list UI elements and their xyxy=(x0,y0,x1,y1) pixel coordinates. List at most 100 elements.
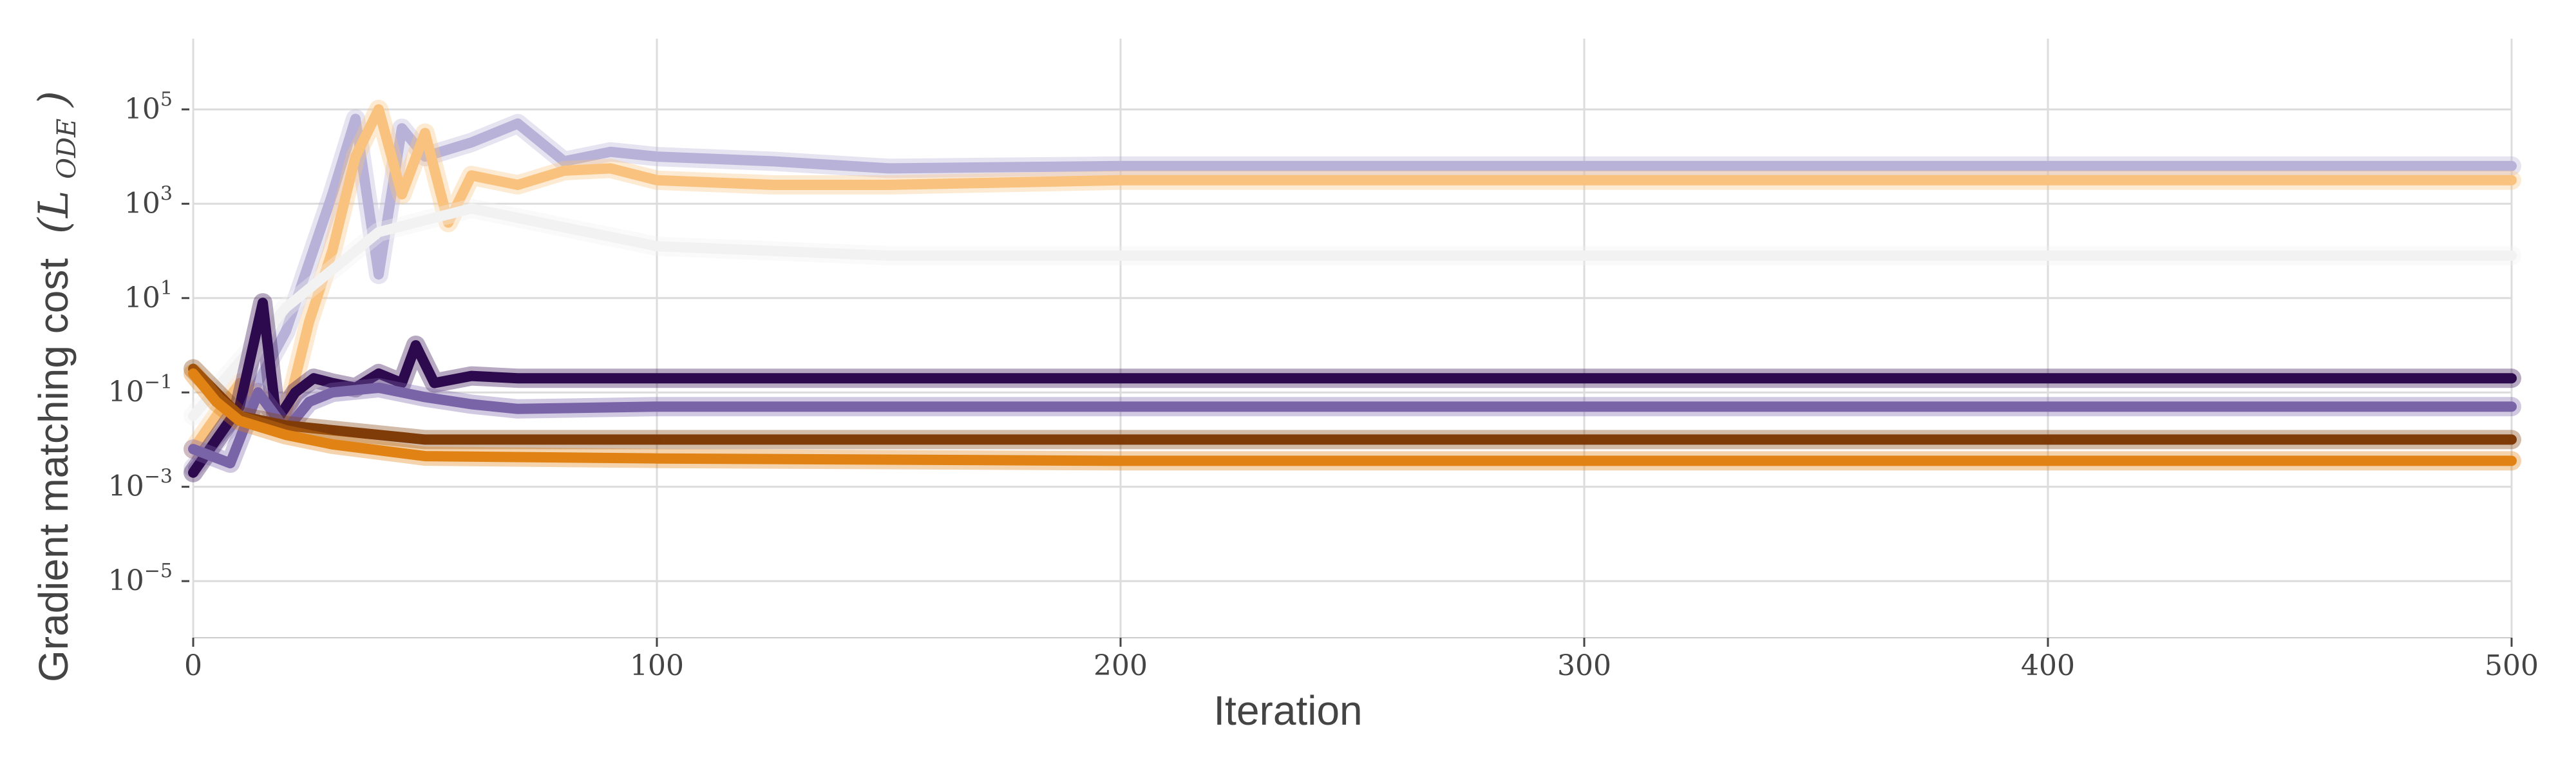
series-point xyxy=(2044,374,2052,383)
series-point xyxy=(514,119,522,128)
series-point xyxy=(769,181,777,189)
series-point xyxy=(1117,457,1124,465)
series-point xyxy=(653,374,661,383)
series-point xyxy=(1812,162,1820,170)
grid xyxy=(192,39,2513,638)
series-point xyxy=(375,369,383,377)
series-point xyxy=(1580,176,1588,184)
series-point xyxy=(2044,435,2052,444)
series-point xyxy=(421,435,429,444)
series-point xyxy=(310,374,318,383)
series-point xyxy=(2044,251,2052,260)
series-line xyxy=(188,298,2517,478)
series-point xyxy=(189,412,197,420)
series-point xyxy=(282,327,290,335)
series-point xyxy=(444,218,452,227)
y-tick-label: 105 xyxy=(124,88,173,126)
x-tick-label: 300 xyxy=(1557,649,1611,682)
y-axis-title-text: Gradient matching cost xyxy=(30,258,77,682)
y-axis-title-math: (L xyxy=(30,191,78,234)
series-line xyxy=(188,113,2517,473)
series-point xyxy=(1117,435,1124,444)
series-point xyxy=(653,403,661,411)
series-point xyxy=(398,124,406,133)
series-line xyxy=(188,104,2517,455)
series-point xyxy=(398,379,406,387)
series-point xyxy=(352,115,359,123)
series-point xyxy=(2044,162,2052,170)
series-point xyxy=(514,374,522,383)
y-tick-label: 10−1 xyxy=(108,371,173,408)
series-point xyxy=(305,397,313,406)
series-point xyxy=(291,388,299,397)
series-point xyxy=(375,271,383,279)
series-point xyxy=(1117,176,1124,184)
y-tick-label: 101 xyxy=(124,277,173,314)
series-point xyxy=(885,251,893,260)
series-point xyxy=(328,190,336,198)
x-tick-label: 500 xyxy=(2485,649,2539,682)
series-point xyxy=(885,164,893,173)
series-point xyxy=(398,190,406,198)
series-point xyxy=(375,105,383,113)
series-point xyxy=(189,369,197,377)
series-point xyxy=(375,383,383,392)
x-tick-label: 200 xyxy=(1094,649,1148,682)
y-axis-title-group: Gradient matching cost (L ODE ) xyxy=(30,91,82,682)
series-point xyxy=(468,171,475,180)
series-point xyxy=(430,379,439,387)
series-point xyxy=(468,138,475,147)
series-point xyxy=(2044,457,2052,465)
series-point xyxy=(514,181,522,189)
series-point xyxy=(226,459,234,468)
series-point xyxy=(2508,176,2515,184)
series-point xyxy=(254,388,262,397)
series-point xyxy=(653,242,661,251)
series-point xyxy=(1580,403,1588,411)
series-point xyxy=(282,431,290,439)
y-tick-label: 103 xyxy=(124,182,173,220)
series-point xyxy=(189,445,197,453)
y-axis-title-sub: ODE xyxy=(52,119,82,179)
series-point xyxy=(560,223,568,231)
series-point xyxy=(885,181,893,189)
series-point xyxy=(2508,435,2515,444)
series-point xyxy=(1117,403,1124,411)
series-point xyxy=(328,388,336,397)
x-tick-label: 0 xyxy=(184,649,202,682)
series-point xyxy=(1812,176,1820,184)
series-point xyxy=(1117,374,1124,383)
series-point xyxy=(2508,251,2515,260)
series-point xyxy=(352,153,359,161)
series-point xyxy=(607,148,614,156)
series-point xyxy=(305,318,313,326)
y-axis-title-close: ) xyxy=(30,91,78,108)
series-point xyxy=(2508,457,2515,465)
series-point xyxy=(1349,176,1356,184)
series-point xyxy=(412,341,420,349)
series-point xyxy=(2276,162,2284,170)
series-point xyxy=(189,468,197,477)
series-point xyxy=(375,228,383,236)
series-point xyxy=(328,426,336,434)
series-point xyxy=(2508,403,2515,411)
series-point xyxy=(213,435,220,444)
series-point xyxy=(1580,374,1588,383)
series-point xyxy=(1349,162,1356,170)
series-point xyxy=(1117,251,1124,260)
series-point xyxy=(2508,374,2515,383)
series-group xyxy=(184,99,2521,482)
series-point xyxy=(421,452,429,461)
series-point xyxy=(769,157,777,166)
series-point xyxy=(259,299,267,307)
series-point xyxy=(560,167,568,175)
series-point xyxy=(213,397,220,406)
series-point xyxy=(468,204,475,213)
tick-group: 0 100 200 300 400 500 105 103 101 10−1 10−3 10−5 xyxy=(108,88,2539,682)
series-point xyxy=(607,164,614,173)
series-point xyxy=(653,176,661,184)
series-point xyxy=(282,421,290,430)
x-tick-label: 100 xyxy=(630,649,684,682)
series-point xyxy=(328,440,336,448)
